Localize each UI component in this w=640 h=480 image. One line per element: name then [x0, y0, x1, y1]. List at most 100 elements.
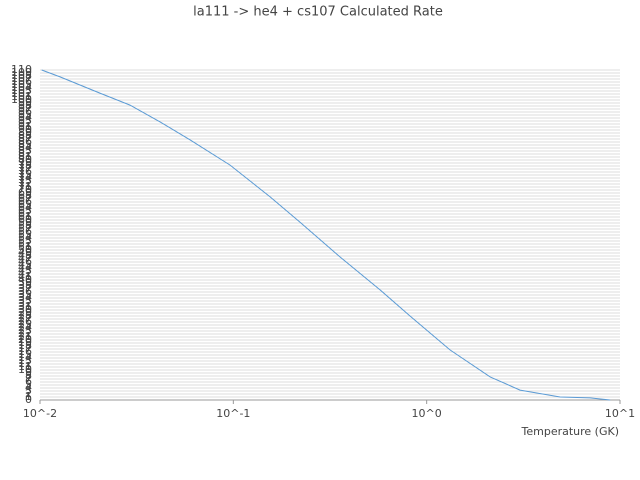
y-tick-label: 34 — [18, 291, 32, 304]
y-tick-label: 29 — [18, 306, 32, 319]
x-tick-label: 10^0 — [412, 407, 442, 420]
y-tick-label: 30 — [18, 303, 32, 316]
y-tick-label: 9 — [25, 366, 32, 379]
y-tick-label: 15 — [18, 348, 32, 361]
y-tick-label: 106 — [11, 75, 32, 88]
x-tick-label: 10^1 — [605, 407, 635, 420]
y-tick-label: 45 — [18, 258, 32, 271]
y-tick-label: 84 — [18, 141, 32, 154]
y-tick-label: 102 — [11, 87, 32, 100]
y-tick-label: 0 — [25, 393, 32, 406]
y-tick-label: 85 — [18, 138, 32, 151]
y-tick-label: 65 — [18, 198, 32, 211]
y-tick-label: 80 — [18, 153, 32, 166]
y-tick-label: 3 — [25, 384, 32, 397]
y-tick-label: 98 — [18, 99, 32, 112]
y-tick-label: 81 — [18, 150, 32, 163]
y-tick-label: 108 — [11, 69, 32, 82]
y-tick-label: 46 — [18, 255, 32, 268]
y-tick-label: 86 — [18, 135, 32, 148]
y-tick-label: 48 — [18, 249, 32, 262]
y-tick-label: 1 — [25, 390, 32, 403]
y-tick-label: 58 — [18, 219, 32, 232]
y-tick-label: 63 — [18, 204, 32, 217]
y-tick-label: 54 — [18, 231, 32, 244]
y-tick-label: 8 — [25, 369, 32, 382]
y-tick-label: 107 — [11, 72, 32, 85]
x-tick-label: 10^-2 — [23, 407, 57, 420]
y-tick-label: 6 — [25, 375, 32, 388]
y-tick-label: 18 — [18, 339, 32, 352]
y-tick-label: 57 — [18, 222, 32, 235]
y-tick-label: 17 — [18, 342, 32, 355]
y-tick-label: 103 — [11, 84, 32, 97]
y-tick-label: 22 — [18, 327, 32, 340]
y-tick-label: 99 — [18, 96, 32, 109]
y-tick-label: 16 — [18, 345, 32, 358]
y-tick-label: 78 — [18, 159, 32, 172]
y-tick-label: 23 — [18, 324, 32, 337]
y-tick-label: 79 — [18, 156, 32, 169]
y-tick-label: 69 — [18, 186, 32, 199]
y-tick-label: 43 — [18, 264, 32, 277]
y-tick-label: 75 — [18, 168, 32, 181]
y-tick-label: 105 — [11, 78, 32, 91]
y-tick-label: 13 — [18, 354, 32, 367]
y-tick-label: 101 — [11, 90, 32, 103]
y-tick-label: 62 — [18, 207, 32, 220]
y-tick-label: 28 — [18, 309, 32, 322]
y-tick-label: 20 — [18, 333, 32, 346]
y-tick-label: 64 — [18, 201, 32, 214]
y-tick-label: 93 — [18, 114, 32, 127]
y-tick-label: 95 — [18, 108, 32, 121]
y-tick-label: 68 — [18, 189, 32, 202]
y-tick-label: 72 — [18, 177, 32, 190]
y-tick-label: 27 — [18, 312, 32, 325]
y-tick-label: 31 — [18, 300, 32, 313]
y-tick-label: 88 — [18, 129, 32, 142]
y-tick-label: 104 — [11, 81, 32, 94]
x-tick-label: 10^-1 — [216, 407, 250, 420]
y-tick-label: 70 — [18, 183, 32, 196]
y-tick-label: 33 — [18, 294, 32, 307]
y-tick-label: 66 — [18, 195, 32, 208]
y-tick-label: 47 — [18, 252, 32, 265]
y-tick-label: 91 — [18, 120, 32, 133]
y-tick-label: 90 — [18, 123, 32, 136]
y-tick-label: 42 — [18, 267, 32, 280]
chart-title: la111 -> he4 + cs107 Calculated Rate — [193, 5, 443, 20]
y-tick-label: 74 — [18, 171, 32, 184]
y-tick-label: 21 — [18, 330, 32, 343]
y-tick-label: 82 — [18, 147, 32, 160]
y-tick-label: 73 — [18, 174, 32, 187]
y-tick-label: 67 — [18, 192, 32, 205]
y-tick-label: 11 — [18, 360, 32, 373]
y-tick-label: 53 — [18, 234, 32, 247]
y-tick-label: 32 — [18, 297, 32, 310]
y-tick-label: 24 — [18, 321, 32, 334]
y-tick-label: 52 — [18, 237, 32, 250]
y-tick-label: 87 — [18, 132, 32, 145]
y-tick-label: 100 — [11, 93, 32, 106]
y-tick-label: 12 — [18, 357, 32, 370]
y-tick-label: 76 — [18, 165, 32, 178]
y-tick-label: 77 — [18, 162, 32, 175]
y-tick-label: 25 — [18, 318, 32, 331]
y-tick-label: 89 — [18, 126, 32, 139]
y-tick-label: 35 — [18, 288, 32, 301]
y-tick-label: 60 — [18, 213, 32, 226]
y-tick-label: 39 — [18, 276, 32, 289]
y-tick-label: 83 — [18, 144, 32, 157]
y-tick-label: 92 — [18, 117, 32, 130]
y-tick-label: 26 — [18, 315, 32, 328]
y-tick-label: 59 — [18, 216, 32, 229]
y-tick-label: 38 — [18, 279, 32, 292]
y-tick-label: 51 — [18, 240, 32, 253]
y-tick-label: 40 — [18, 273, 32, 286]
y-tick-label: 10 — [18, 363, 32, 376]
y-tick-label: 5 — [25, 378, 32, 391]
y-tick-label: 36 — [18, 285, 32, 298]
y-tick-label: 4 — [25, 381, 32, 394]
y-tick-label: 19 — [18, 336, 32, 349]
